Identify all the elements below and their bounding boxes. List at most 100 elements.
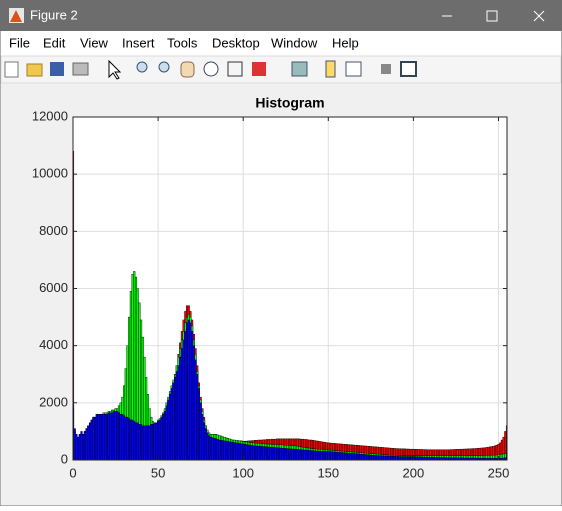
bar	[119, 414, 122, 460]
bar	[233, 442, 236, 460]
bar	[221, 440, 224, 460]
bar	[189, 322, 192, 460]
bar	[192, 345, 195, 460]
bar	[408, 456, 412, 460]
bar	[339, 452, 342, 460]
menu-item[interactable]: Desktop	[212, 35, 260, 50]
brush-icon[interactable]	[252, 62, 266, 76]
bar	[391, 456, 395, 460]
zoom-out-icon[interactable]	[158, 61, 170, 73]
bar	[107, 412, 110, 460]
bar	[313, 450, 316, 460]
save-icon[interactable]	[50, 62, 64, 76]
bar	[264, 446, 267, 460]
bar	[390, 455, 393, 460]
bar	[208, 435, 211, 460]
menu-item[interactable]: Tools	[167, 35, 198, 50]
bar	[182, 339, 185, 460]
bar	[238, 443, 241, 460]
bar	[114, 411, 117, 460]
bar	[410, 456, 413, 460]
new-icon[interactable]	[4, 61, 19, 78]
bar	[153, 422, 156, 460]
close-button[interactable]	[533, 10, 545, 22]
bar	[254, 445, 257, 460]
bar	[373, 455, 376, 460]
bar	[155, 422, 158, 460]
app-icon-glyph	[10, 10, 22, 22]
title-bar	[0, 0, 562, 31]
bar	[369, 454, 372, 460]
bar	[97, 414, 100, 460]
bar	[175, 371, 178, 460]
menu-item[interactable]: File	[9, 35, 30, 50]
bar	[109, 412, 112, 460]
pan-icon[interactable]	[180, 61, 195, 78]
bar	[342, 452, 345, 460]
bar	[301, 449, 304, 460]
bar	[206, 432, 209, 460]
bar	[281, 447, 284, 460]
y-tick-label: 6000	[39, 280, 68, 295]
bar	[237, 442, 240, 460]
bar	[380, 455, 383, 460]
bar	[104, 414, 107, 460]
y-tick-label: 2000	[39, 394, 68, 409]
bar	[87, 425, 90, 460]
bar	[305, 449, 308, 460]
link-icon[interactable]	[291, 61, 308, 77]
bar	[381, 455, 384, 460]
bar	[385, 455, 388, 460]
y-tick-label: 0	[61, 451, 68, 466]
maximize-button[interactable]	[486, 10, 498, 22]
bar	[376, 455, 379, 460]
dock-icon[interactable]	[400, 61, 417, 77]
bar	[252, 445, 255, 460]
bar	[191, 331, 194, 460]
menu-item[interactable]: Insert	[122, 35, 155, 50]
hide-icon[interactable]	[381, 64, 391, 74]
bar	[352, 453, 355, 460]
datatip-icon[interactable]	[227, 61, 243, 77]
bar	[133, 421, 136, 460]
bar	[255, 445, 258, 460]
bar	[151, 424, 155, 460]
bar	[100, 414, 103, 460]
rotate-icon[interactable]	[203, 61, 219, 77]
open-icon[interactable]	[26, 63, 43, 77]
bar	[145, 425, 148, 460]
menu-item[interactable]: View	[80, 35, 109, 50]
bar	[289, 448, 292, 460]
bar	[226, 441, 229, 460]
bar	[291, 448, 294, 460]
bar	[393, 456, 396, 460]
bar	[318, 451, 321, 460]
print-icon[interactable]	[72, 62, 89, 76]
bar	[95, 414, 98, 460]
bar	[126, 416, 129, 460]
bar	[160, 416, 163, 460]
bar	[228, 441, 231, 460]
y-tick-label: 4000	[39, 337, 68, 352]
bar	[277, 447, 280, 460]
bar	[194, 359, 197, 460]
bar	[349, 453, 352, 460]
menu-item[interactable]: Window	[271, 35, 318, 50]
menu-item[interactable]: Help	[332, 35, 359, 50]
bar	[184, 331, 187, 460]
bar	[138, 424, 141, 460]
bar	[265, 446, 269, 460]
bar	[204, 428, 207, 460]
pointer-icon[interactable]	[108, 59, 122, 80]
colorbar-icon[interactable]	[325, 60, 336, 78]
bar	[398, 456, 401, 460]
zoom-in-icon[interactable]	[136, 61, 148, 73]
bar	[235, 442, 238, 460]
bar	[293, 448, 296, 460]
bar	[276, 447, 279, 460]
bar	[262, 446, 265, 460]
legend-icon[interactable]	[345, 61, 362, 77]
menu-bar	[1, 31, 561, 56]
menu-item[interactable]: Edit	[43, 35, 66, 50]
bar	[361, 454, 364, 460]
